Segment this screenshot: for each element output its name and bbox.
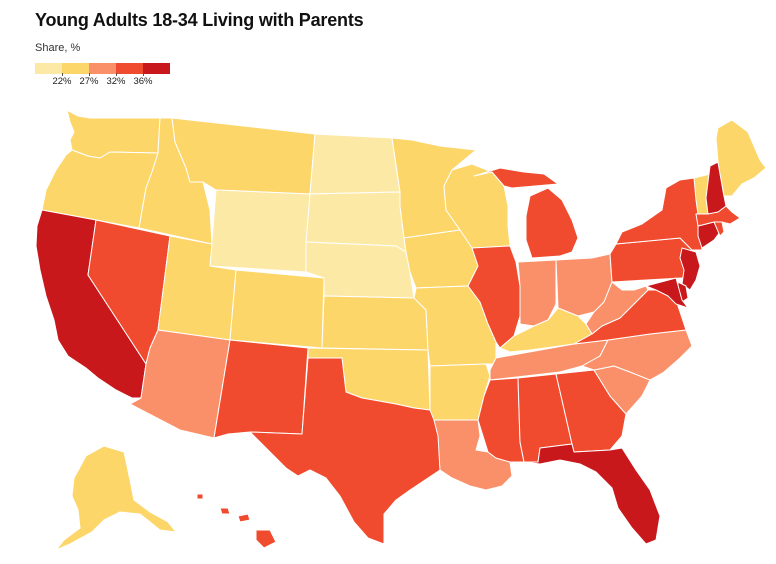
legend-swatch-5 <box>143 63 170 74</box>
state-MI[interactable] <box>473 167 579 259</box>
state-AK[interactable] <box>55 445 177 551</box>
legend-swatch-2 <box>62 63 89 74</box>
state-ND[interactable] <box>309 133 401 195</box>
legend-tick-mark <box>89 73 90 76</box>
legend-swatch-4 <box>116 63 143 74</box>
state-LA[interactable] <box>433 419 513 491</box>
state-WI[interactable] <box>443 163 511 249</box>
state-NY[interactable] <box>615 177 703 251</box>
chart-title: Young Adults 18-34 Living with Parents <box>35 10 364 30</box>
legend-tick-label: 32% <box>106 76 126 87</box>
state-ME[interactable] <box>715 119 767 197</box>
state-MD[interactable] <box>645 277 689 309</box>
state-NJ[interactable] <box>679 247 701 291</box>
state-FL[interactable] <box>523 443 661 545</box>
state-WY[interactable] <box>209 189 311 273</box>
state-WA[interactable] <box>66 109 161 159</box>
legend-tick-label: 22% <box>52 76 72 87</box>
state-WV[interactable] <box>585 281 649 335</box>
state-NM[interactable] <box>213 339 309 439</box>
legend-tick-label: 27% <box>79 76 99 87</box>
state-TX[interactable] <box>249 357 441 545</box>
legend-swatch-1 <box>35 63 62 74</box>
state-KS[interactable] <box>321 295 429 351</box>
color-legend: 22% 27% 32% 36% <box>35 63 175 93</box>
state-HI[interactable] <box>196 493 277 549</box>
legend-swatch-3 <box>89 63 116 74</box>
legend-subtitle: Share, % <box>35 42 81 54</box>
legend-tick-mark <box>116 73 117 76</box>
legend-tick-label: 36% <box>133 76 153 87</box>
legend-tick-mark <box>143 73 144 76</box>
state-CO[interactable] <box>229 269 325 349</box>
state-PA[interactable] <box>609 237 693 283</box>
state-KY[interactable] <box>499 307 593 353</box>
legend-tick-mark <box>62 73 63 76</box>
state-IN[interactable] <box>517 259 557 327</box>
